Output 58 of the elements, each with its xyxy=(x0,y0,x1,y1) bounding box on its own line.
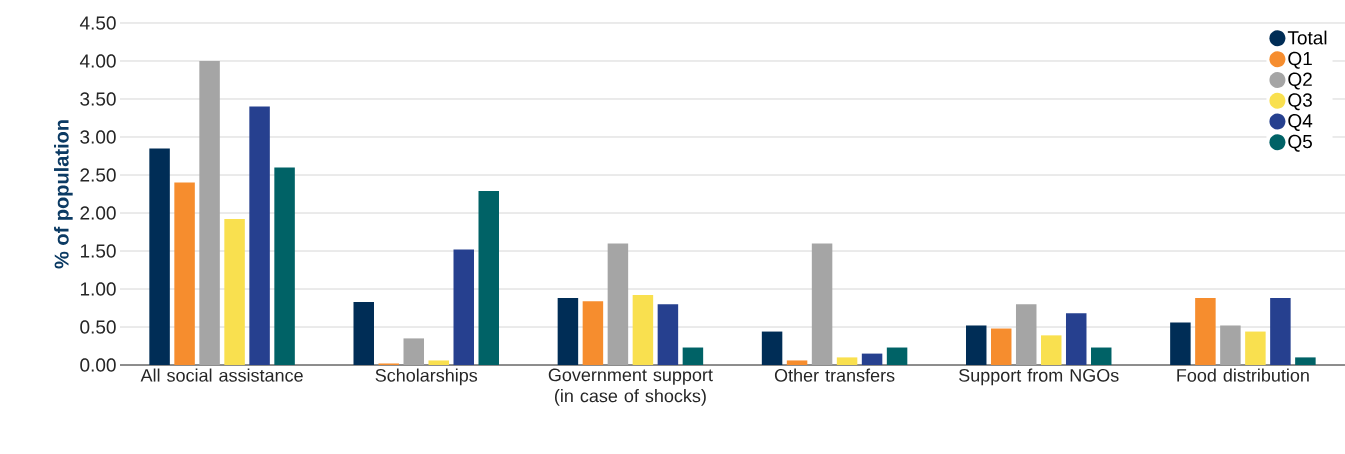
bar xyxy=(478,190,499,365)
y-tick-label: 1.00 xyxy=(80,282,116,296)
legend-label: Q5 xyxy=(1288,134,1312,152)
bar xyxy=(990,328,1012,365)
x-tick-label: All social assistance xyxy=(140,368,303,382)
bar xyxy=(1170,322,1191,365)
bar xyxy=(811,243,833,365)
x-tick-label: Food distribution xyxy=(1177,368,1309,382)
bar xyxy=(1270,298,1291,365)
legend-label: Q2 xyxy=(1288,72,1312,90)
legend-label: Total xyxy=(1287,30,1327,45)
bar xyxy=(786,360,808,365)
legend-label: Q4 xyxy=(1288,114,1313,131)
y-axis-title: % of population xyxy=(54,120,73,269)
bar xyxy=(274,167,295,365)
bar xyxy=(353,301,374,365)
y-tick-label: 3.00 xyxy=(80,130,116,144)
x-tick-label: Scholarships xyxy=(375,368,478,386)
bar xyxy=(1090,347,1112,365)
x-tick-label: Government support (in case of shocks) xyxy=(548,368,713,406)
legend-label: Q3 xyxy=(1288,93,1312,111)
bar xyxy=(861,353,883,365)
bar xyxy=(249,106,270,365)
bar xyxy=(1040,335,1062,365)
bar xyxy=(1065,313,1087,365)
bar xyxy=(174,182,195,365)
bar xyxy=(428,360,449,365)
bar xyxy=(836,357,858,365)
bar xyxy=(682,347,704,365)
y-tick-label: 1.50 xyxy=(80,244,116,258)
bar xyxy=(886,347,908,365)
bar xyxy=(1195,298,1216,365)
bar xyxy=(199,61,220,365)
bar xyxy=(761,331,783,365)
bar xyxy=(965,325,987,365)
y-tick-label: 4.50 xyxy=(79,16,116,30)
y-tick-label: 0.00 xyxy=(80,358,116,372)
x-tick-label: Support from NGOs xyxy=(959,368,1119,386)
bar xyxy=(1220,325,1241,365)
bar xyxy=(224,219,245,365)
bar xyxy=(657,304,679,365)
bar xyxy=(582,301,604,365)
bar xyxy=(607,243,629,365)
bar xyxy=(453,249,474,365)
y-tick-label: 4.00 xyxy=(79,54,116,68)
bar xyxy=(1245,331,1266,365)
y-tick-label: 2.50 xyxy=(80,168,116,182)
x-tick-label: Other transfers xyxy=(774,368,895,382)
y-tick-label: 3.50 xyxy=(80,92,116,106)
bar xyxy=(632,295,654,365)
y-tick-label: 2.00 xyxy=(80,206,116,220)
bar xyxy=(1015,304,1037,365)
bar xyxy=(149,148,170,365)
bar xyxy=(403,338,424,365)
legend-label: Q1 xyxy=(1288,51,1312,69)
y-tick-label: 0.50 xyxy=(80,320,116,334)
bar xyxy=(1295,357,1316,365)
bar xyxy=(557,298,579,365)
